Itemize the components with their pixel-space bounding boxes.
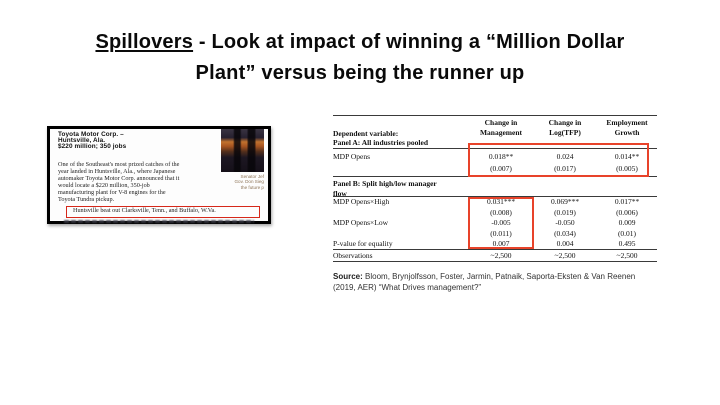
- table-row: MDP Opens 0.018** 0.024 0.014**: [333, 149, 657, 164]
- clipping-body-line: would locate a $220 million, 350-job: [58, 182, 150, 189]
- cell-value: 0.069***: [550, 197, 580, 206]
- source-label: Source:: [333, 272, 363, 281]
- col-header-line: Management: [479, 127, 523, 137]
- results-table: Dependent variable: Change in Management …: [333, 115, 657, 262]
- cell-se: (0.005): [616, 164, 638, 173]
- cell-se: (0.011): [490, 228, 512, 238]
- clipping-body: One of the Southeast's most prized catch…: [58, 161, 179, 203]
- cell-value: 0.017**: [614, 197, 640, 206]
- table-header-row: Dependent variable: Change in Management …: [333, 116, 657, 138]
- cell-value: 0.004: [556, 239, 574, 248]
- source-authors: Bloom, Brynjolfsson, Foster, Jarmin, Pat…: [362, 272, 636, 281]
- slide-title-line1-rest: - Look at impact of winning a “Million D…: [193, 31, 625, 53]
- row-label: [333, 208, 469, 219]
- cell-se: (0.017): [554, 164, 576, 173]
- col-header-line: Employment: [606, 118, 648, 127]
- clipping-headline-line: $220 million; 350 jobs: [58, 142, 127, 150]
- col-header-line: Change in: [484, 118, 518, 127]
- slide-title-line1: Spillovers - Look at impact of winning a…: [0, 27, 720, 58]
- col-header-tfp: Change in Log(TFP): [533, 118, 597, 138]
- clipping-highlight-box: Huntsville beat out Clarksville, Tenn., …: [66, 206, 260, 218]
- table-row: (0.008) (0.019) (0.006): [333, 208, 657, 219]
- panel-b-label-line2: flow: [333, 188, 347, 198]
- cell-se: (0.019): [554, 207, 576, 217]
- panel-a-label: Panel A: All industries pooled: [333, 138, 429, 147]
- table-row: MDP Opens×High 0.031*** 0.069*** 0.017**: [333, 197, 657, 208]
- cell-value: 0.495: [618, 239, 636, 248]
- col-header-line: Change in: [548, 118, 582, 127]
- clipping-body-line: manufacturing plant for V-8 engines for …: [58, 189, 166, 196]
- slide-title-line2: Plant” versus being the runner up: [195, 62, 525, 84]
- panel-b-label-row: Panel B: Split high/low manager flow: [333, 177, 657, 198]
- slide-title: Spillovers - Look at impact of winning a…: [0, 27, 720, 89]
- row-label: MDP Opens×Low: [333, 218, 388, 227]
- clipping-body-line: Toyota Tundra pickup.: [58, 196, 115, 203]
- clipping-body-line: automaker Toyota Motor Corp. announced t…: [58, 175, 180, 182]
- table-row: (0.011) (0.034) (0.01): [333, 229, 657, 240]
- table-dep-var-header: Dependent variable:: [333, 118, 469, 138]
- clipping-body-line: year landed in Huntsville, Ala., where J…: [58, 168, 176, 175]
- clipping-headline-line: Toyota Motor Corp. –: [58, 131, 124, 138]
- cell-se: (0.008): [490, 207, 512, 217]
- col-header-employment: Employment Growth: [597, 118, 657, 138]
- col-header-line: Log(TFP): [549, 127, 581, 137]
- source-note: Source: Bloom, Brynjolfsson, Foster, Jar…: [333, 272, 669, 293]
- row-label: [333, 164, 469, 176]
- cell-se: (0.007): [490, 164, 512, 173]
- cell-value: ~2,500: [616, 251, 638, 260]
- panel-a-highlight-box: [468, 143, 649, 177]
- row-label: Observations: [333, 251, 373, 260]
- row-label: MDP Opens×High: [333, 197, 390, 206]
- panel-b-label-line1: Panel B: Split high/low manager: [333, 179, 437, 188]
- cell-value: 0.018**: [488, 152, 514, 161]
- cell-se: (0.01): [617, 228, 637, 238]
- table-row: Observations ~2,500 ~2,500 ~2,500: [333, 250, 657, 262]
- slide-title-keyword: Spillovers: [95, 31, 194, 53]
- source-note-line1: Source: Bloom, Brynjolfsson, Foster, Jar…: [333, 272, 669, 283]
- cell-value: -0.050: [555, 218, 575, 227]
- newspaper-clipping: Toyota Motor Corp. – Huntsville, Ala. $2…: [47, 126, 271, 224]
- table-row: P-value for equality 0.007 0.004 0.495: [333, 239, 657, 250]
- cell-value: ~2,500: [554, 251, 576, 260]
- col-header-management: Change in Management: [469, 118, 533, 138]
- clipping-headline-line: Huntsville, Ala.: [58, 136, 106, 144]
- cell-value: 0.031***: [486, 197, 516, 206]
- cell-se: (0.006): [616, 207, 638, 217]
- caption-line: Senator Jef: [240, 174, 265, 179]
- row-label: P-value for equality: [333, 239, 393, 248]
- source-note-line2: (2019, AER) “What Drives management?”: [333, 282, 482, 292]
- caption-line: the future p: [240, 184, 264, 190]
- col-header-line: Growth: [614, 127, 640, 137]
- cell-value: 0.024: [556, 152, 574, 161]
- clipping-blurred-text-line: [64, 219, 254, 223]
- cell-value: 0.014**: [614, 152, 640, 161]
- cell-se: (0.034): [554, 228, 576, 238]
- row-label: [333, 229, 469, 240]
- panel-b-highlight-box: [468, 196, 534, 249]
- clipping-photo-caption: Senator Jef Gov. Don Sieg the future p: [190, 174, 264, 190]
- cell-value: 0.007: [492, 239, 510, 248]
- cell-value: -0.005: [491, 218, 511, 227]
- cell-value: ~2,500: [490, 251, 512, 260]
- panel-a-label-row: Panel A: All industries pooled: [333, 138, 657, 149]
- clipping-body-line: One of the Southeast's most prized catch…: [58, 161, 180, 168]
- caption-line: Gov. Don Sieg: [234, 179, 264, 185]
- cell-value: 0.009: [618, 218, 636, 227]
- row-label: MDP Opens: [333, 152, 371, 161]
- panel-b-label: Panel B: Split high/low manager flow: [333, 179, 437, 198]
- table-row: MDP Opens×Low -0.005 -0.050 0.009: [333, 218, 657, 229]
- dep-var-label: Dependent variable:: [333, 129, 399, 138]
- clipping-headline: Toyota Motor Corp. – Huntsville, Ala. $2…: [58, 131, 127, 150]
- clipping-photo: [221, 129, 264, 172]
